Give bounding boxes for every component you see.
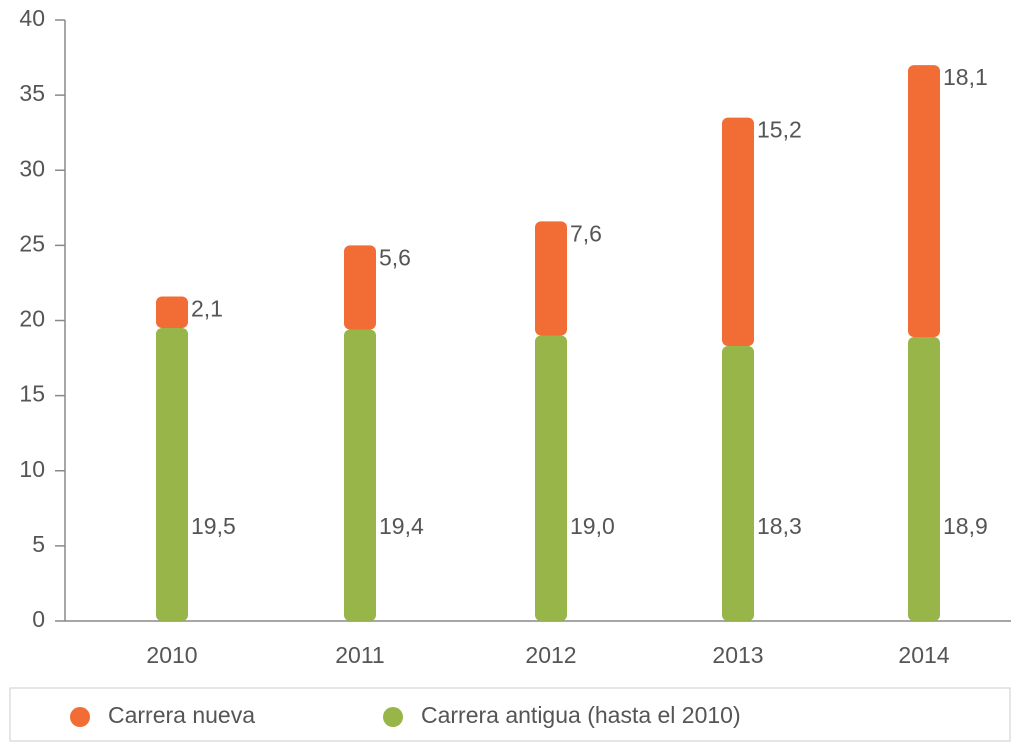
- bar-segment: [156, 328, 188, 621]
- value-label: 19,5: [191, 513, 236, 539]
- bar-segment: [535, 221, 567, 336]
- x-tick-label: 2011: [335, 642, 384, 668]
- y-tick-label: 15: [19, 381, 45, 407]
- x-tick-label: 2012: [525, 642, 576, 668]
- legend-marker: [70, 707, 90, 727]
- bar-segment: [908, 65, 940, 338]
- y-tick-label: 20: [19, 306, 45, 332]
- bar-segment: [535, 335, 567, 621]
- legend-label: Carrera antigua (hasta el 2010): [421, 702, 741, 728]
- value-label: 18,1: [943, 64, 988, 90]
- y-tick-label: 30: [19, 155, 45, 181]
- value-label: 2,1: [191, 296, 223, 322]
- value-label: 19,4: [379, 513, 424, 539]
- bar-segment: [722, 117, 754, 347]
- bar-segment: [908, 337, 940, 621]
- value-label: 5,6: [379, 244, 411, 270]
- y-tick-label: 0: [32, 606, 45, 632]
- bar-segment: [344, 329, 376, 621]
- legend-marker: [383, 707, 403, 727]
- value-label: 19,0: [570, 513, 615, 539]
- x-tick-label: 2013: [712, 642, 763, 668]
- x-tick-label: 2010: [146, 642, 197, 668]
- value-label: 7,6: [570, 220, 602, 246]
- value-label: 18,3: [757, 513, 802, 539]
- bar-segment: [156, 296, 188, 329]
- x-tick-label: 2014: [898, 642, 949, 668]
- value-label: 15,2: [757, 117, 802, 143]
- y-tick-label: 40: [19, 5, 45, 31]
- y-tick-label: 10: [19, 456, 45, 482]
- bar-segment: [722, 346, 754, 621]
- legend-box: [9, 687, 1011, 742]
- value-label: 18,9: [943, 513, 988, 539]
- y-tick-label: 5: [32, 531, 45, 557]
- y-tick-label: 25: [19, 230, 45, 256]
- y-tick-label: 35: [19, 80, 45, 106]
- bar-segment: [344, 245, 376, 330]
- legend-label: Carrera nueva: [108, 702, 255, 728]
